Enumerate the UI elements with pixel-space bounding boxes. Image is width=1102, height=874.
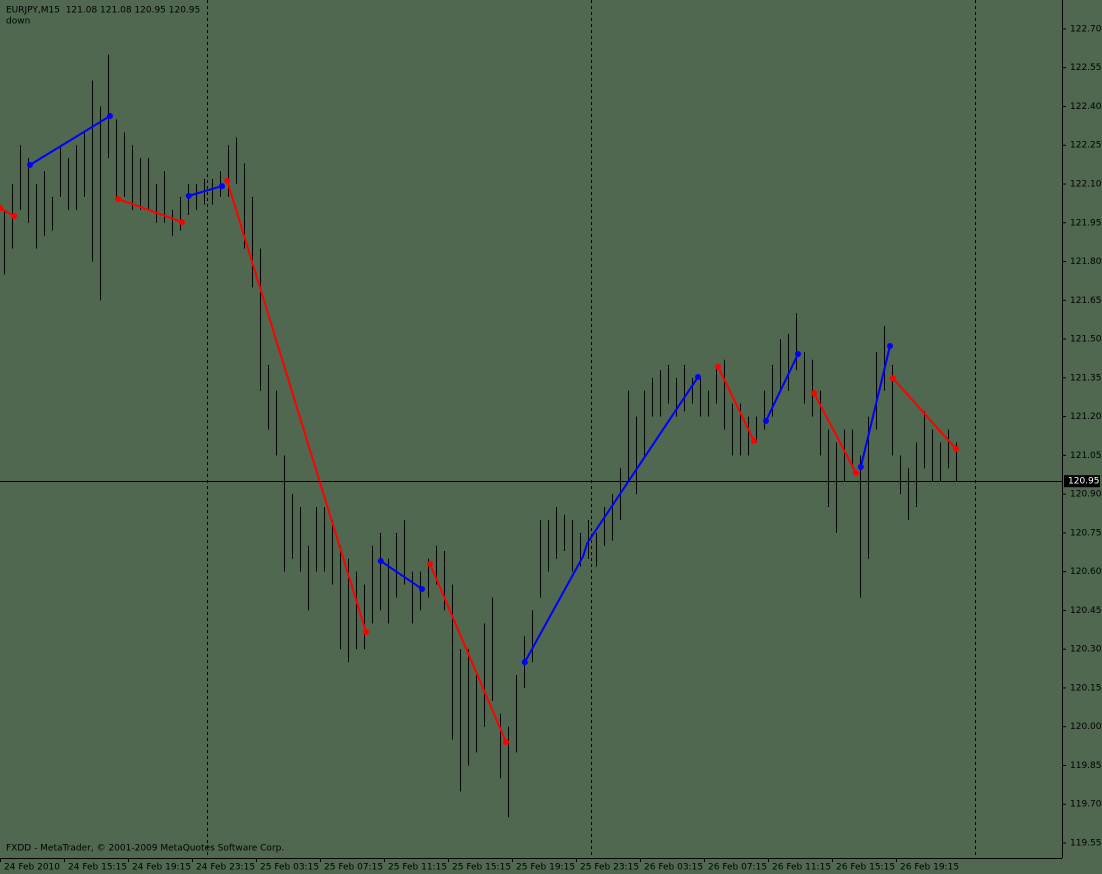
zigzag-point [521, 659, 528, 666]
y-tick-label: 119.70 [1070, 800, 1102, 810]
zigzag-point [27, 161, 33, 168]
x-tick-label: 25 Feb 07:15 [324, 863, 383, 873]
y-tick-label: 121.05 [1070, 451, 1102, 461]
zigzag-point [853, 469, 859, 476]
zigzag-line [892, 377, 957, 450]
zigzag-point [419, 585, 425, 592]
x-tick-label: 24 Feb 15:15 [68, 863, 127, 873]
y-tick-label: 121.20 [1070, 412, 1102, 422]
zigzag-line [523, 376, 699, 663]
zigzag-point [953, 445, 959, 452]
zigzag-point [763, 417, 769, 424]
chart-subtitle: down [6, 17, 30, 27]
zigzag-line [188, 185, 223, 197]
zigzag-point [503, 738, 509, 745]
zigzag-line [813, 392, 857, 474]
x-tick-label: 26 Feb 15:15 [836, 863, 895, 873]
grid-layer [207, 0, 976, 858]
y-tick-label: 122.10 [1070, 180, 1102, 190]
y-tick-label: 121.65 [1070, 296, 1102, 306]
y-tick-label: 120.30 [1070, 645, 1102, 655]
zigzag-point [363, 629, 369, 636]
zigzag-point [695, 374, 701, 381]
zigzag-point [115, 195, 121, 202]
zigzag-point [811, 390, 817, 397]
price-label-box [1064, 475, 1100, 488]
x-tick-label: 25 Feb 03:15 [260, 863, 319, 873]
zigzag-line [29, 115, 111, 166]
y-tick-label: 121.80 [1070, 257, 1102, 267]
zigzag-line [429, 563, 507, 743]
y-tick-label: 121.95 [1070, 218, 1102, 228]
y-tick-label: 122.55 [1070, 63, 1102, 73]
overlay-layer [0, 113, 1062, 745]
y-tick-label: 122.25 [1070, 141, 1102, 151]
zigzag-point [224, 177, 231, 184]
x-tick-label: 24 Feb 2010 [4, 863, 60, 873]
chart-title: EURJPY,M15 121.08 121.08 120.95 120.95 [6, 6, 200, 16]
zigzag-point [427, 560, 433, 567]
zigzag-point [715, 363, 721, 370]
zigzag-point [889, 375, 896, 382]
zigzag-point [107, 113, 113, 120]
zigzag-point [857, 463, 864, 470]
price-label: 120.95 [1068, 477, 1100, 487]
y-tick-label: 119.85 [1070, 761, 1102, 771]
x-tick-label: 26 Feb 11:15 [772, 863, 831, 873]
y-tick-label: 120.90 [1070, 490, 1102, 500]
y-tick-label: 121.35 [1070, 373, 1102, 383]
x-tick-label: 26 Feb 07:15 [708, 863, 767, 873]
y-tick-label: 119.55 [1070, 839, 1102, 849]
zigzag-point [795, 351, 801, 358]
x-tick-label: 26 Feb 03:15 [644, 863, 703, 873]
zigzag-point [0, 205, 3, 212]
footer: FXDD - MetaTrader, © 2001-2009 MetaQuote… [6, 844, 284, 854]
x-tick-label: 25 Feb 11:15 [388, 863, 447, 873]
zigzag-point [185, 192, 192, 199]
zigzag-point [751, 437, 757, 444]
y-tick-label: 122.70 [1070, 24, 1102, 34]
y-tick-label: 120.45 [1070, 606, 1102, 616]
zigzag-point [219, 183, 225, 190]
zigzag-point [11, 213, 17, 220]
zigzag-line [717, 366, 755, 442]
y-tick-label: 120.75 [1070, 528, 1102, 538]
y-tick-label: 120.00 [1070, 722, 1102, 732]
y-tick-label: 120.15 [1070, 683, 1102, 693]
x-tick-label: 25 Feb 15:15 [452, 863, 511, 873]
zigzag-line [765, 353, 799, 422]
marks-layer [4, 54, 957, 818]
zigzag-point [179, 218, 185, 225]
zigzag-line [117, 198, 183, 223]
zigzag-line [380, 560, 423, 590]
x-tick-label: 24 Feb 19:15 [132, 863, 191, 873]
zigzag-point [377, 558, 384, 565]
y-tick-label: 122.40 [1070, 102, 1102, 112]
y-tick-label: 120.60 [1070, 567, 1102, 577]
y-tick-label: 121.50 [1070, 335, 1102, 345]
x-tick-label: 24 Feb 23:15 [196, 863, 255, 873]
x-tick-label: 25 Feb 19:15 [516, 863, 575, 873]
zigzag-point [887, 343, 893, 350]
zigzag-line [226, 180, 367, 633]
zigzag-line [859, 345, 891, 468]
x-tick-label: 26 Feb 19:15 [900, 863, 959, 873]
x-tick-label: 25 Feb 23:15 [580, 863, 639, 873]
